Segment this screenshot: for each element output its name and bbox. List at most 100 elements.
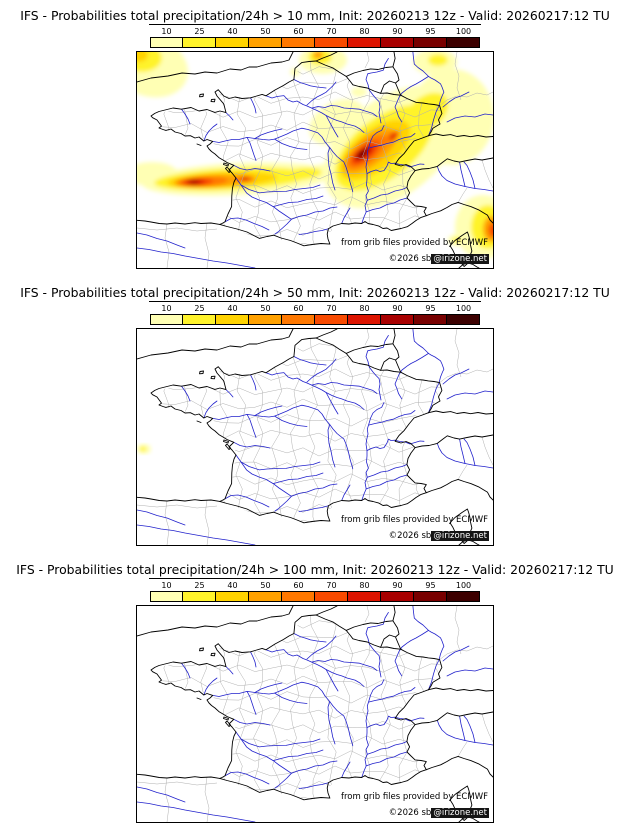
- title-underline: [149, 301, 481, 302]
- colorbar-tick-label: 25: [194, 581, 205, 590]
- colorbar-swatch: [347, 37, 381, 48]
- colorbar-swatch: [215, 37, 249, 48]
- colorbar-cell: 50: [248, 304, 282, 325]
- colorbar-cell: 80: [347, 581, 381, 602]
- colorbar-tick-label: 60: [293, 581, 304, 590]
- colorbar-swatch: [446, 314, 480, 325]
- colorbar-tick-label: 90: [392, 581, 403, 590]
- colorbar-swatch: [281, 37, 315, 48]
- colorbar-cell: 60: [281, 304, 315, 325]
- colorbar-cell: 10: [150, 581, 183, 602]
- title-underline: [149, 24, 481, 25]
- map-attribution: from grib files provided by ECMWF: [341, 238, 488, 248]
- colorbar-cell: 25: [182, 581, 216, 602]
- probability-colorbar: 10 25 40 50 60 70 80 90 95 100: [150, 581, 480, 602]
- colorbar-cell: 90: [380, 304, 414, 325]
- colorbar-cell: 100: [446, 27, 480, 48]
- colorbar-swatch: [413, 37, 447, 48]
- colorbar-swatch: [347, 591, 381, 602]
- colorbar-cell: 60: [281, 581, 315, 602]
- panel-title: IFS - Probabilities total precipitation/…: [20, 285, 610, 300]
- precip-probability-field: [137, 444, 151, 454]
- map-canvas: [137, 52, 493, 268]
- colorbar-swatch: [281, 314, 315, 325]
- colorbar-cell: 80: [347, 27, 381, 48]
- colorbar-tick-label: 50: [260, 581, 271, 590]
- colorbar-swatch: [248, 591, 282, 602]
- colorbar-cell: 50: [248, 27, 282, 48]
- colorbar-tick-label: 80: [359, 581, 370, 590]
- probability-colorbar: 10 25 40 50 60 70 80 90 95 100: [150, 304, 480, 325]
- map-canvas: [137, 606, 493, 822]
- colorbar-swatch: [182, 37, 216, 48]
- colorbar-cell: 90: [380, 581, 414, 602]
- france-map: from grib files provided by ECMWF ©2026 …: [136, 328, 494, 546]
- colorbar-tick-label: 80: [359, 304, 370, 313]
- colorbar-swatch: [380, 37, 414, 48]
- watermark-badge: @irizone.net: [431, 808, 489, 818]
- probability-colorbar: 10 25 40 50 60 70 80 90 95 100: [150, 27, 480, 48]
- colorbar-tick-label: 95: [425, 27, 436, 36]
- colorbar-tick-label: 95: [425, 304, 436, 313]
- colorbar-swatch: [150, 591, 183, 602]
- colorbar-tick-label: 40: [227, 581, 238, 590]
- colorbar-cell: 95: [413, 581, 447, 602]
- colorbar-tick-label: 60: [293, 27, 304, 36]
- colorbar-tick-label: 70: [326, 27, 337, 36]
- colorbar-cell: 100: [446, 581, 480, 602]
- colorbar-tick-label: 10: [161, 304, 172, 313]
- colorbar-tick-label: 40: [227, 304, 238, 313]
- colorbar-tick-label: 100: [455, 304, 472, 313]
- title-underline: [149, 578, 481, 579]
- colorbar-swatch: [215, 314, 249, 325]
- colorbar-cell: 90: [380, 27, 414, 48]
- colorbar-tick-label: 100: [455, 27, 472, 36]
- colorbar-tick-label: 10: [161, 27, 172, 36]
- colorbar-tick-label: 80: [359, 27, 370, 36]
- panel-title: IFS - Probabilities total precipitation/…: [20, 8, 610, 23]
- colorbar-cell: 100: [446, 304, 480, 325]
- colorbar-cell: 25: [182, 27, 216, 48]
- copyright-text: ©2026 sb: [388, 808, 432, 818]
- watermark-badge: @irizone.net: [431, 531, 489, 541]
- colorbar-tick-label: 90: [392, 304, 403, 313]
- colorbar-tick-label: 40: [227, 27, 238, 36]
- colorbar-swatch: [380, 591, 414, 602]
- forecast-panel-10mm: IFS - Probabilities total precipitation/…: [0, 0, 630, 269]
- colorbar-cell: 50: [248, 581, 282, 602]
- colorbar-tick-label: 25: [194, 27, 205, 36]
- colorbar-swatch: [150, 314, 183, 325]
- colorbar-swatch: [281, 591, 315, 602]
- colorbar-swatch: [446, 591, 480, 602]
- colorbar-swatch: [248, 314, 282, 325]
- colorbar-tick-label: 50: [260, 304, 271, 313]
- colorbar-swatch: [314, 591, 348, 602]
- colorbar-swatch: [314, 314, 348, 325]
- colorbar-swatch: [182, 591, 216, 602]
- watermark-badge: @irizone.net: [431, 254, 489, 264]
- colorbar-swatch: [215, 591, 249, 602]
- colorbar-swatch: [380, 314, 414, 325]
- colorbar-tick-label: 90: [392, 27, 403, 36]
- copyright-text: ©2026 sb: [388, 254, 432, 264]
- colorbar-tick-label: 25: [194, 304, 205, 313]
- colorbar-tick-label: 70: [326, 304, 337, 313]
- colorbar-cell: 25: [182, 304, 216, 325]
- france-map: from grib files provided by ECMWF ©2026 …: [136, 605, 494, 823]
- colorbar-tick-label: 100: [455, 581, 472, 590]
- map-attribution: from grib files provided by ECMWF: [341, 515, 488, 525]
- forecast-panel-50mm: IFS - Probabilities total precipitation/…: [0, 277, 630, 546]
- map-copyright: ©2026 sb @irizone.net: [389, 531, 489, 541]
- map-copyright: ©2026 sb @irizone.net: [389, 254, 489, 264]
- colorbar-cell: 60: [281, 27, 315, 48]
- colorbar-cell: 10: [150, 304, 183, 325]
- colorbar-cell: 40: [215, 304, 249, 325]
- colorbar-swatch: [413, 314, 447, 325]
- colorbar-swatch: [314, 37, 348, 48]
- colorbar-cell: 10: [150, 27, 183, 48]
- colorbar-swatch: [446, 37, 480, 48]
- colorbar-cell: 80: [347, 304, 381, 325]
- colorbar-tick-label: 10: [161, 581, 172, 590]
- copyright-text: ©2026 sb: [388, 531, 432, 541]
- map-canvas: [137, 329, 493, 545]
